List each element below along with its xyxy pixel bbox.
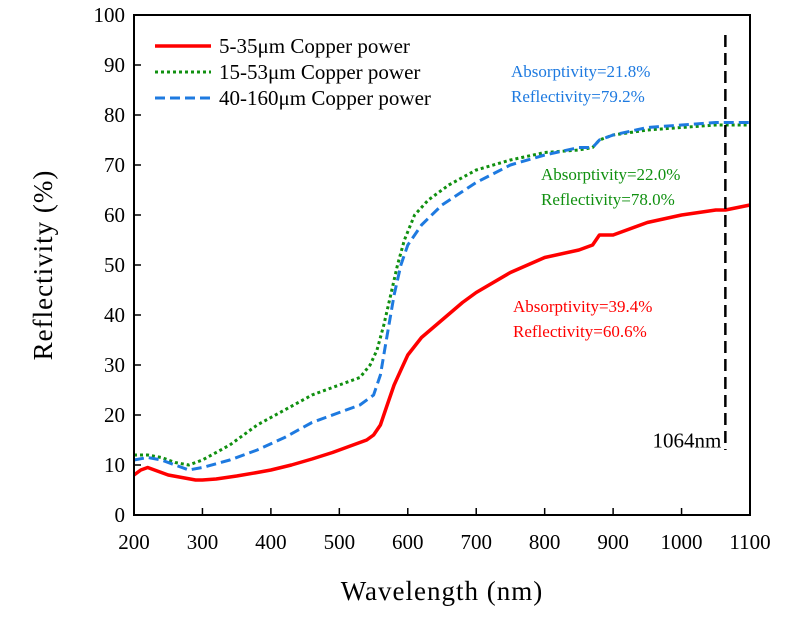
annotation-text: Absorptivity=39.4% (513, 297, 652, 316)
y-tick-label: 50 (104, 253, 125, 277)
x-tick-label: 600 (392, 530, 424, 554)
marker-line-label: 1064nm (653, 429, 722, 453)
x-tick-label: 800 (529, 530, 561, 554)
y-tick-label: 100 (94, 3, 126, 27)
y-tick-label: 20 (104, 403, 125, 427)
annotation-text: Absorptivity=21.8% (511, 62, 650, 81)
y-tick-label: 70 (104, 153, 125, 177)
series-line-0 (132, 203, 751, 482)
y-tick-label: 90 (104, 53, 125, 77)
y-tick-label: 30 (104, 353, 125, 377)
annotation-layer: Absorptivity=21.8% Reflectivity=79.2% Abso… (511, 62, 680, 341)
x-tick-label: 200 (118, 530, 150, 554)
y-tick-label: 0 (115, 503, 126, 527)
series-layer (132, 121, 751, 482)
annotation-text: Absorptivity=22.0% (541, 165, 680, 184)
annotation-text: Reflectivity=78.0% (541, 190, 675, 209)
annotation-text: Reflectivity=60.6% (513, 322, 647, 341)
annotation-text: Reflectivity=79.2% (511, 87, 645, 106)
legend-label-0: 5-35μm Copper power (219, 34, 410, 58)
x-tick-label: 300 (187, 530, 219, 554)
x-tick-label: 900 (597, 530, 629, 554)
legend-label-1: 15-53μm Copper power (219, 60, 420, 84)
x-tick-label: 1100 (729, 530, 770, 554)
x-axis-title: Wavelength (nm) (341, 576, 544, 606)
x-axis: 200 300 400 500 600 700 800 900 1000 1100 (118, 508, 771, 554)
y-axis: 0 10 20 30 40 50 60 70 80 90 100 (94, 3, 141, 527)
x-tick-label: 400 (255, 530, 287, 554)
y-axis-title: Reflectivity (%) (28, 170, 58, 361)
y-tick-label: 40 (104, 303, 125, 327)
legend-label-2: 40-160μm Copper power (219, 86, 431, 110)
series-line-2 (133, 121, 750, 472)
y-tick-label: 10 (104, 453, 125, 477)
y-tick-label: 80 (104, 103, 125, 127)
x-tick-label: 700 (460, 530, 492, 554)
x-tick-label: 1000 (661, 530, 703, 554)
y-tick-label: 60 (104, 203, 125, 227)
x-tick-label: 500 (324, 530, 356, 554)
